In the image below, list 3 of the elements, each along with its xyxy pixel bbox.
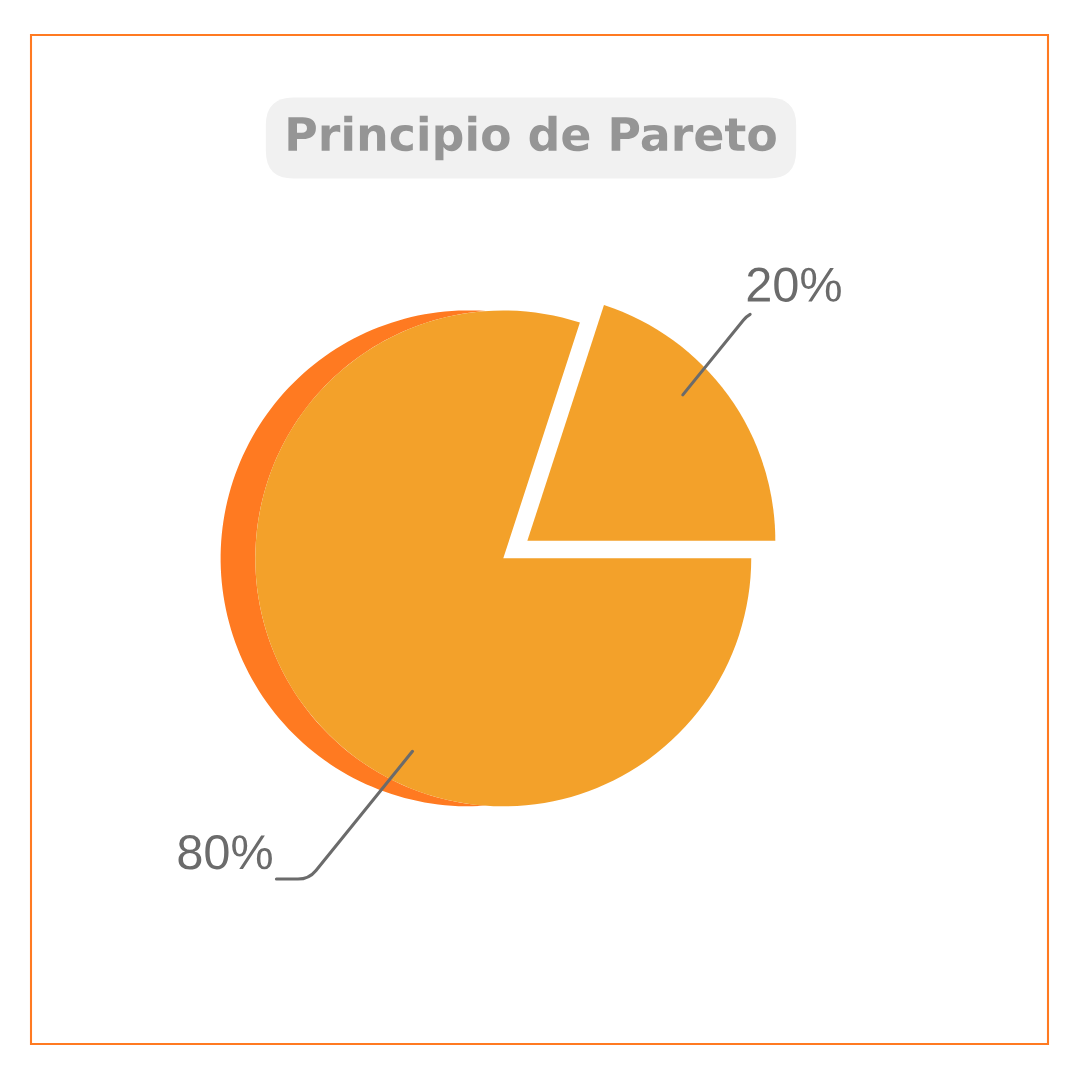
chart-title: Principio de Pareto — [288, 115, 776, 161]
data-label: 20% — [747, 267, 841, 302]
data-label: 80% — [178, 835, 272, 870]
